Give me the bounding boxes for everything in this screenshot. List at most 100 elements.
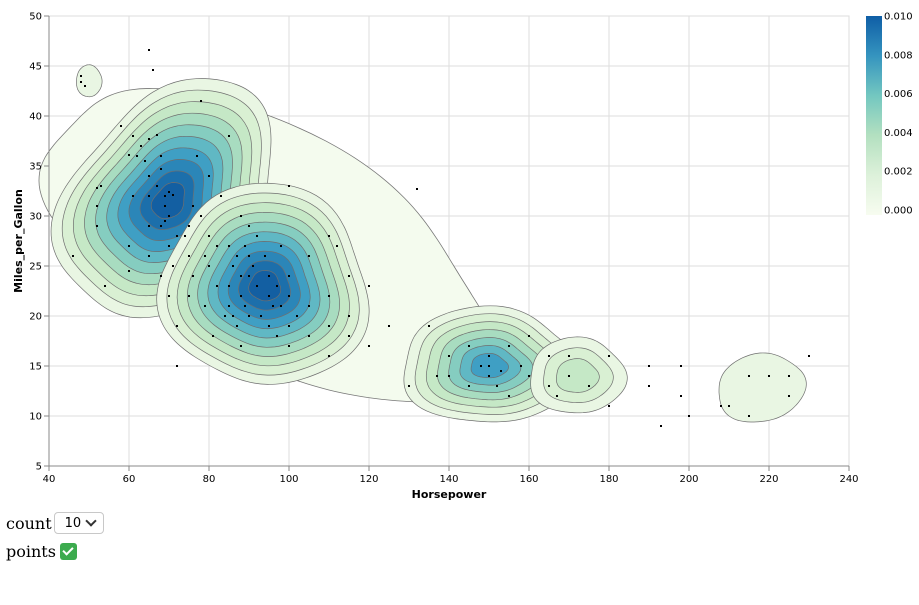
data-point xyxy=(228,245,230,247)
checkmark-icon xyxy=(62,543,75,556)
data-point xyxy=(388,325,390,327)
density-contour-chart: 40 60 80 100 120 140 160 180 200 220 240 5 10 15 20 25… xyxy=(12,12,913,502)
data-point xyxy=(96,225,98,227)
data-point xyxy=(232,265,234,267)
data-point xyxy=(228,135,230,137)
data-point xyxy=(192,275,194,277)
y-tick-label: 35 xyxy=(29,162,42,173)
data-point xyxy=(288,345,290,347)
data-point xyxy=(436,375,438,377)
data-point xyxy=(204,305,206,307)
data-point xyxy=(168,215,170,217)
data-point xyxy=(288,275,290,277)
data-point xyxy=(256,235,258,237)
x-axis-title: Horsepower xyxy=(412,488,487,501)
data-point xyxy=(160,275,162,277)
data-point xyxy=(220,195,222,197)
legend-tick-label: 0.008 xyxy=(884,50,913,61)
data-point xyxy=(248,255,250,257)
data-point xyxy=(168,191,170,193)
contour-level xyxy=(150,182,185,219)
data-point xyxy=(244,245,246,247)
y-tick-label: 40 xyxy=(29,112,42,123)
data-point xyxy=(128,154,130,156)
data-point xyxy=(156,185,158,187)
data-point xyxy=(168,295,170,297)
data-point xyxy=(408,385,410,387)
y-axis-title: Miles_per_Gallon xyxy=(12,189,25,293)
legend-tick-label: 0.004 xyxy=(884,128,913,139)
data-point xyxy=(164,195,166,197)
data-point xyxy=(248,315,250,317)
count-select[interactable]: 10 xyxy=(53,512,104,534)
data-point xyxy=(288,295,290,297)
data-point xyxy=(280,305,282,307)
data-point xyxy=(80,75,82,77)
data-point xyxy=(328,355,330,357)
x-tick-label: 180 xyxy=(599,474,618,485)
data-point xyxy=(288,185,290,187)
data-point xyxy=(268,325,270,327)
data-point xyxy=(348,275,350,277)
data-point xyxy=(196,155,198,157)
data-point xyxy=(548,385,550,387)
data-point xyxy=(176,235,178,237)
data-point xyxy=(488,365,490,367)
count-select-value: 10 xyxy=(64,515,82,531)
data-point xyxy=(164,205,166,207)
data-point xyxy=(720,405,722,407)
data-point xyxy=(84,85,86,87)
data-point xyxy=(148,255,150,257)
data-point xyxy=(500,370,502,372)
data-point xyxy=(216,285,218,287)
data-point xyxy=(96,205,98,207)
contour-layer xyxy=(38,64,807,423)
points-checkbox[interactable] xyxy=(59,542,77,560)
data-point xyxy=(488,375,490,377)
data-point xyxy=(80,81,82,83)
data-point xyxy=(608,355,610,357)
points-control: points xyxy=(6,537,104,565)
x-tick-label: 140 xyxy=(439,474,458,485)
contour-level xyxy=(76,64,103,98)
data-point xyxy=(748,415,750,417)
data-point xyxy=(160,225,162,227)
data-point xyxy=(148,175,150,177)
data-point xyxy=(144,160,146,162)
data-point xyxy=(148,195,150,197)
data-point xyxy=(128,245,130,247)
data-point xyxy=(236,325,238,327)
data-point xyxy=(208,235,210,237)
data-point xyxy=(680,395,682,397)
y-tick-label: 45 xyxy=(29,62,42,73)
data-point xyxy=(520,365,522,367)
data-point xyxy=(480,365,482,367)
data-point xyxy=(240,295,242,297)
data-point xyxy=(328,325,330,327)
x-tick-label: 40 xyxy=(43,474,56,485)
data-point xyxy=(168,245,170,247)
data-point xyxy=(468,385,470,387)
contour-level xyxy=(248,270,282,302)
data-point xyxy=(160,168,162,170)
data-point xyxy=(348,315,350,317)
x-tick-label: 160 xyxy=(519,474,538,485)
data-point xyxy=(608,405,610,407)
controls-panel: count 10 points xyxy=(6,509,104,565)
data-point xyxy=(172,265,174,267)
y-tick-label: 15 xyxy=(29,362,42,373)
data-point xyxy=(128,270,130,272)
data-point xyxy=(768,375,770,377)
data-point xyxy=(528,375,530,377)
data-point xyxy=(204,255,206,257)
data-point xyxy=(188,225,190,227)
x-tick-label: 240 xyxy=(839,474,858,485)
data-point xyxy=(328,235,330,237)
data-point xyxy=(496,385,498,387)
data-point xyxy=(276,335,278,337)
data-point xyxy=(200,215,202,217)
data-point xyxy=(164,220,166,222)
data-point xyxy=(660,425,662,427)
color-legend: 0.000 0.002 0.004 0.006 0.008 0.010 xyxy=(866,12,913,217)
legend-tick-label: 0.000 xyxy=(884,206,913,217)
